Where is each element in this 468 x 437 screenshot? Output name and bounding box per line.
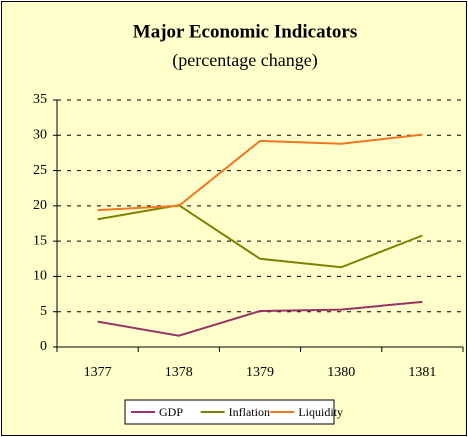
y-tick-label: 25 [33,163,47,178]
x-tick-label: 1378 [165,365,193,380]
legend-label: Liquidity [298,405,343,419]
y-tick-label: 10 [33,269,47,284]
legend-box [124,399,335,425]
x-tick-label: 1379 [246,365,274,380]
y-tick-label: 0 [40,339,47,354]
line-series [97,133,423,212]
y-tick-label: 15 [33,233,47,248]
chart-title: Major Economic Indicators [133,21,357,42]
x-tick-label: 1380 [327,365,355,380]
y-tick-label: 5 [40,304,47,319]
y-tick-label: 30 [33,128,47,143]
legend-label: GDP [159,405,183,419]
x-tick-label: 1381 [408,365,436,380]
y-tick-label: 20 [33,198,47,213]
y-tick-label: 35 [33,92,47,107]
line-series [97,204,423,269]
chart-subtitle: (percentage change) [172,50,317,71]
legend-label: Inflation [229,405,270,419]
x-tick-label: 1377 [84,365,112,380]
line-series [97,300,423,337]
